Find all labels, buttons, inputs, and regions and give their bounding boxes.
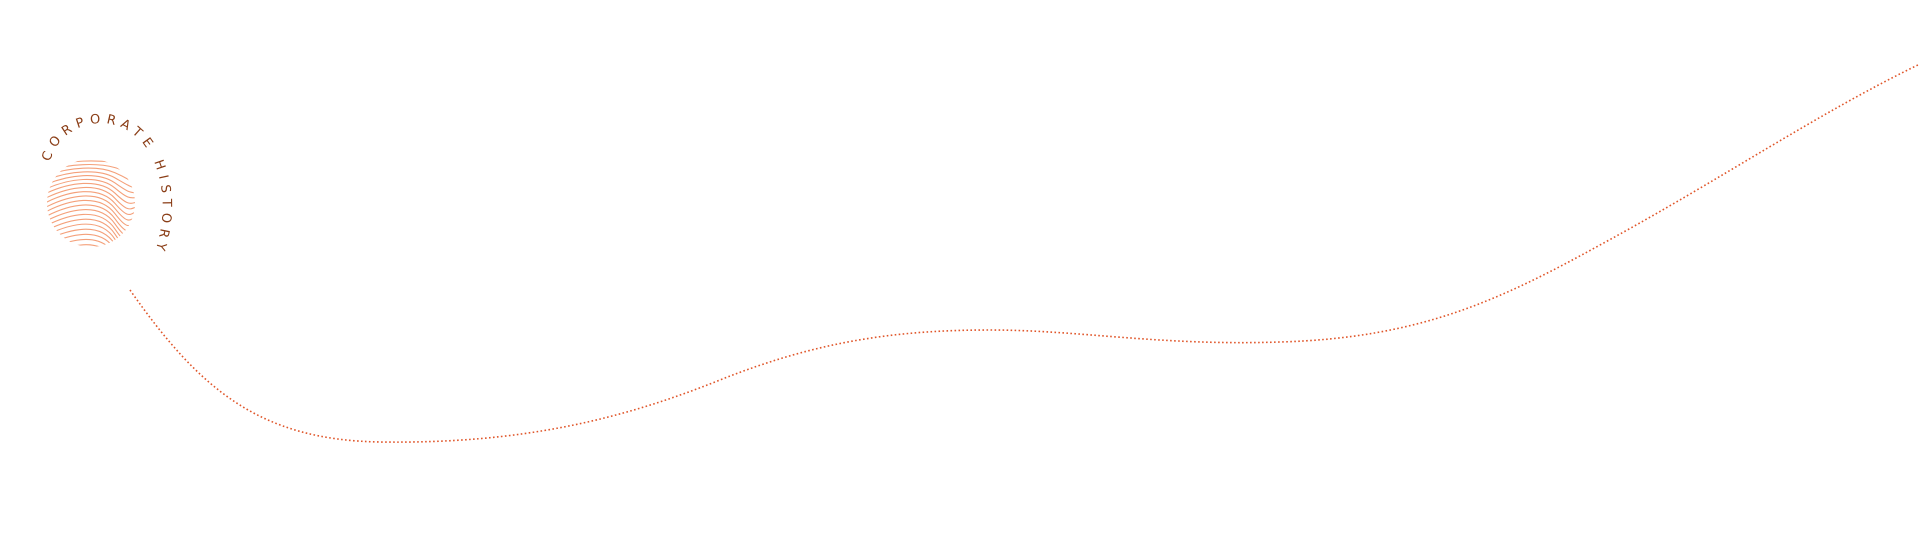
globe-line [47,175,135,194]
globe-line [40,255,140,283]
logo[interactable]: CORPORATE HISTORY [39,112,173,284]
globe-line [47,244,135,247]
globe-line [47,218,135,247]
globe-line [47,186,135,210]
timeline-path [129,63,1920,443]
globe-line [47,160,135,178]
globe-line [47,163,135,182]
globe-line [47,233,135,247]
logo-globe-lines [40,159,140,283]
globe-line [47,228,135,247]
globe-line [47,182,135,204]
globe-line [47,223,135,247]
globe-line [40,250,140,278]
globe-line [47,178,135,199]
globe-line [47,204,135,232]
globe-line [47,239,135,247]
globe-line [47,167,135,186]
globe-line [47,191,135,216]
